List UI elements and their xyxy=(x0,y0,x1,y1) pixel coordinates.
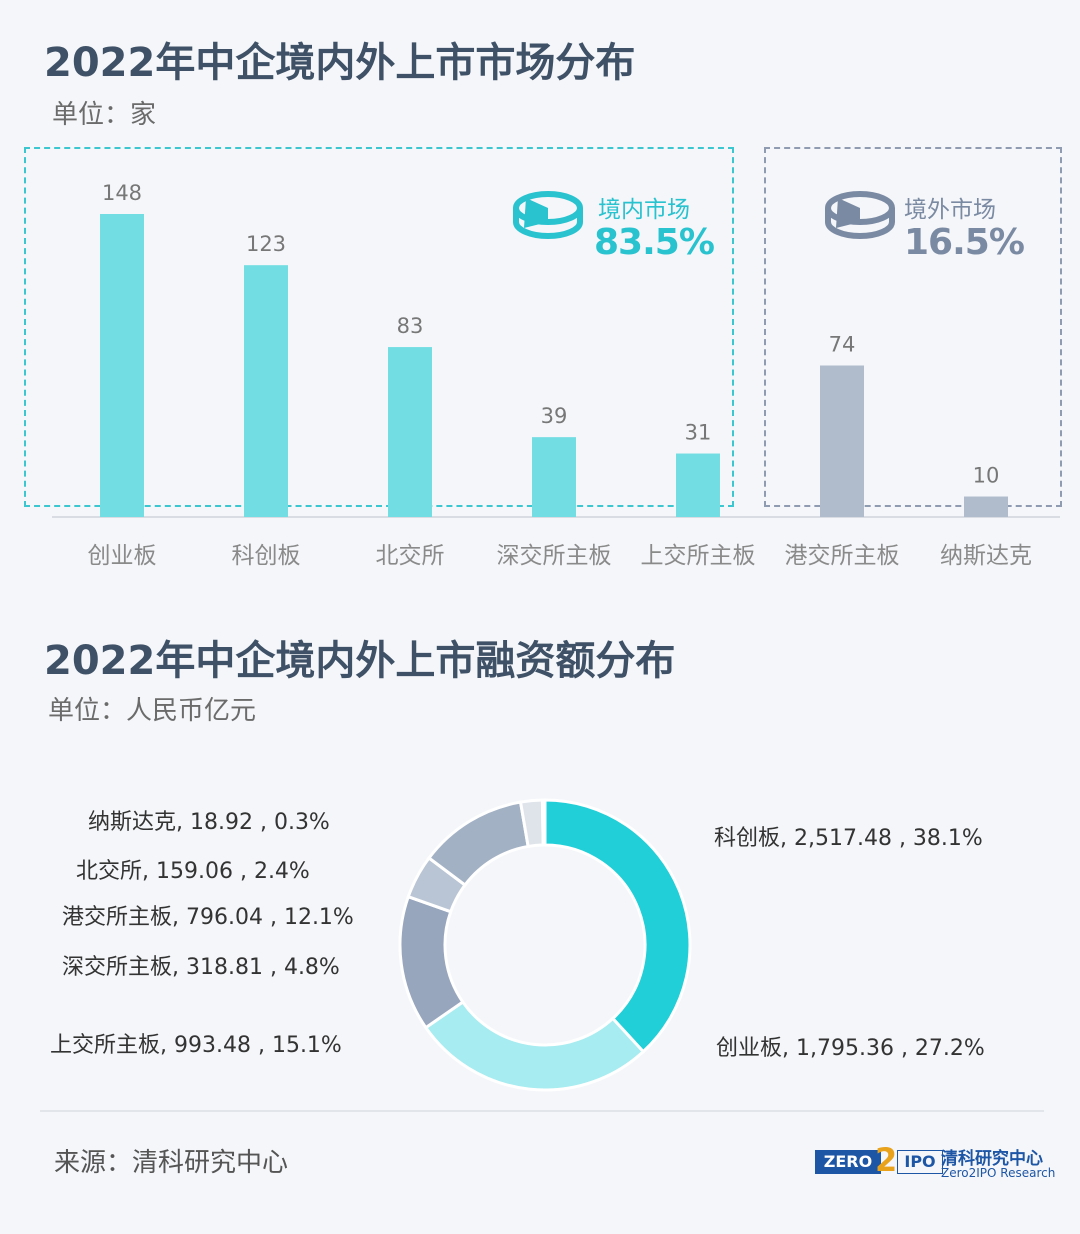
logo-zero: ZERO xyxy=(815,1150,881,1174)
x-tick-label: 港交所主板 xyxy=(785,543,900,569)
x-tick-label: 北交所 xyxy=(376,543,445,569)
x-tick-label: 上交所主板 xyxy=(641,543,756,569)
donut-slice xyxy=(423,999,646,1092)
bar xyxy=(820,365,864,517)
domestic-pie-chart-icon xyxy=(513,191,583,239)
donut-slice xyxy=(398,894,465,1030)
bar xyxy=(100,214,144,517)
bar-value-label: 83 xyxy=(397,314,424,338)
bar xyxy=(388,347,432,517)
bar-chart: 148 创业板 123 科创板 83 北交所 39 深交所主板 31 上交所主板 74 港交所主板 10… xyxy=(52,181,1060,569)
bar-value-label: 31 xyxy=(685,421,712,445)
donut-label-sse: 上交所主板, 993.48 , 15.1% xyxy=(50,1033,342,1058)
x-tick-label: 纳斯达克 xyxy=(940,543,1032,569)
overseas-pie-chart-icon xyxy=(825,191,895,239)
donut-label-szse: 深交所主板, 318.81 , 4.8% xyxy=(62,955,340,980)
bar-value-label: 148 xyxy=(102,181,142,205)
donut-label-bse: 北交所, 159.06 , 2.4% xyxy=(76,859,310,884)
x-tick-label: 科创板 xyxy=(232,543,301,569)
logo-english-name: Zero2IPO Research xyxy=(941,1166,1056,1180)
domestic-market-label: 境内市场 xyxy=(598,197,690,223)
donut-slice xyxy=(543,798,692,1054)
donut-label-nasdaq: 纳斯达克, 18.92 , 0.3% xyxy=(88,810,330,835)
bar xyxy=(532,437,576,517)
bar-chart-title: 2022年中企境内外上市市场分布 xyxy=(44,40,636,86)
overseas-market-label: 境外市场 xyxy=(904,197,996,223)
source-text: 来源：清科研究中心 xyxy=(54,1148,289,1178)
bar xyxy=(676,453,720,517)
logo-chinese-name: 清科研究中心 xyxy=(941,1149,1043,1169)
overseas-market-pct: 16.5% xyxy=(904,222,1025,263)
donut-chart-unit: 单位：人民币亿元 xyxy=(48,696,257,726)
logo-ipo: IPO xyxy=(897,1150,943,1174)
donut-chart-title: 2022年中企境内外上市融资额分布 xyxy=(44,638,676,684)
domestic-market-pct: 83.5% xyxy=(594,222,715,263)
donut-label-kechuang: 科创板, 2,517.48 , 38.1% xyxy=(714,826,983,851)
bar-value-label: 10 xyxy=(973,464,1000,488)
overseas-market-box xyxy=(764,147,1062,507)
footer-divider xyxy=(40,1110,1044,1112)
bar-value-label: 123 xyxy=(246,232,286,256)
domestic-market-box xyxy=(24,147,734,507)
x-tick-label: 创业板 xyxy=(88,543,157,569)
x-tick-label: 深交所主板 xyxy=(497,543,612,569)
bar-chart-unit: 单位：家 xyxy=(52,100,157,130)
bar-value-label: 74 xyxy=(829,333,856,357)
donut-slice xyxy=(540,798,547,847)
donut-label-hkex: 港交所主板, 796.04 , 12.1% xyxy=(62,905,354,930)
zero2ipo-logo: ZERO 2 IPO 清科研究中心 Zero2IPO Research xyxy=(815,1141,1065,1184)
bar xyxy=(244,265,288,517)
bar xyxy=(964,496,1008,517)
logo-two: 2 xyxy=(875,1141,898,1179)
bar-value-label: 39 xyxy=(541,404,568,428)
donut-chart xyxy=(398,798,692,1092)
donut-label-chuangye: 创业板, 1,795.36 , 27.2% xyxy=(716,1036,985,1061)
